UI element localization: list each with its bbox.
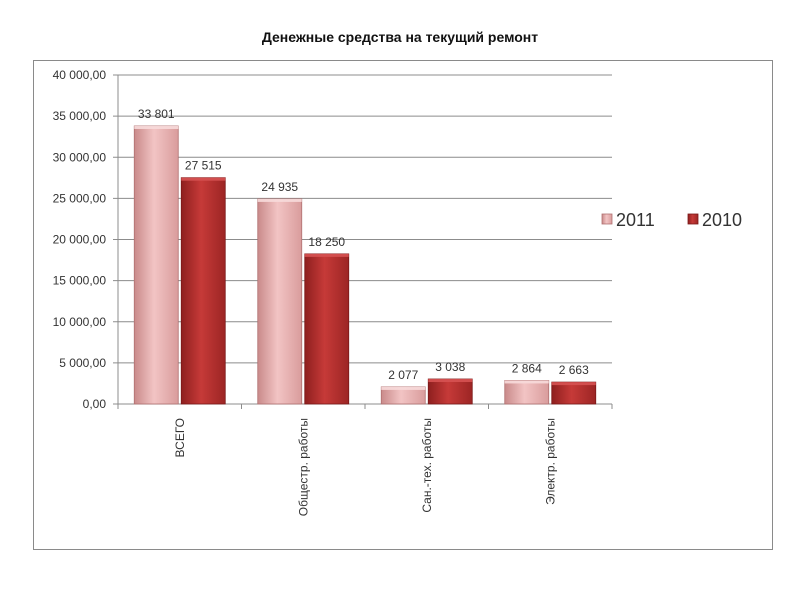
- data-label: 24 935: [261, 180, 298, 194]
- y-tick-label: 35 000,00: [53, 109, 107, 123]
- y-tick-label: 30 000,00: [53, 150, 107, 164]
- legend-label-2011: 2011: [616, 210, 655, 230]
- data-label: 18 250: [308, 235, 345, 249]
- y-tick-label: 40 000,00: [53, 68, 107, 82]
- data-label: 2 077: [388, 368, 418, 382]
- data-label: 27 515: [185, 159, 222, 173]
- category-label: Общестр. работы: [296, 418, 310, 516]
- bar-highlight: [504, 380, 549, 384]
- category-label: Сан.-тех. работы: [420, 418, 434, 513]
- legend-swatch-2010: [687, 213, 699, 225]
- y-tick-label: 5 000,00: [59, 356, 106, 370]
- bar-highlight: [304, 253, 349, 257]
- y-tick-label: 10 000,00: [53, 315, 107, 329]
- bar-highlight: [381, 386, 426, 390]
- bar-2011: [133, 125, 179, 405]
- category-label: Электр. работы: [543, 418, 557, 505]
- bar-2011: [504, 380, 550, 405]
- y-tick-label: 20 000,00: [53, 233, 107, 247]
- bar-2010: [427, 378, 473, 405]
- bar-highlight: [257, 198, 302, 202]
- y-tick-label: 0,00: [83, 397, 107, 411]
- bar-2011: [257, 198, 303, 405]
- bar-2010: [180, 177, 226, 405]
- legend: 2011 2010: [601, 210, 742, 230]
- bar-2010: [551, 381, 597, 405]
- y-tick-label: 25 000,00: [53, 191, 107, 205]
- bar-2010: [304, 253, 350, 405]
- legend-swatch-2011: [601, 213, 613, 225]
- legend-label-2010: 2010: [702, 210, 742, 230]
- data-label: 2 864: [512, 361, 542, 375]
- labels: 0,00 5 000,00 10 000,00 15 000,00 20 000,00 2…: [53, 68, 589, 516]
- data-label: 2 663: [559, 363, 589, 377]
- bar-highlight: [134, 125, 179, 129]
- bars: [133, 125, 597, 405]
- bar-highlight: [428, 379, 473, 383]
- y-tick-label: 15 000,00: [53, 274, 107, 288]
- page-title: Денежные средства на текущий ремонт: [261, 29, 539, 45]
- bar-highlight: [181, 177, 226, 181]
- bar-highlight: [551, 382, 596, 386]
- data-label: 33 801: [138, 107, 175, 121]
- data-label: 3 038: [435, 360, 465, 374]
- category-label: ВСЕГО: [173, 418, 187, 457]
